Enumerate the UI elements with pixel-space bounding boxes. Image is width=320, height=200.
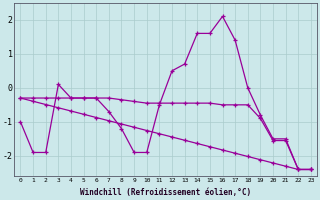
X-axis label: Windchill (Refroidissement éolien,°C): Windchill (Refroidissement éolien,°C) xyxy=(80,188,251,197)
